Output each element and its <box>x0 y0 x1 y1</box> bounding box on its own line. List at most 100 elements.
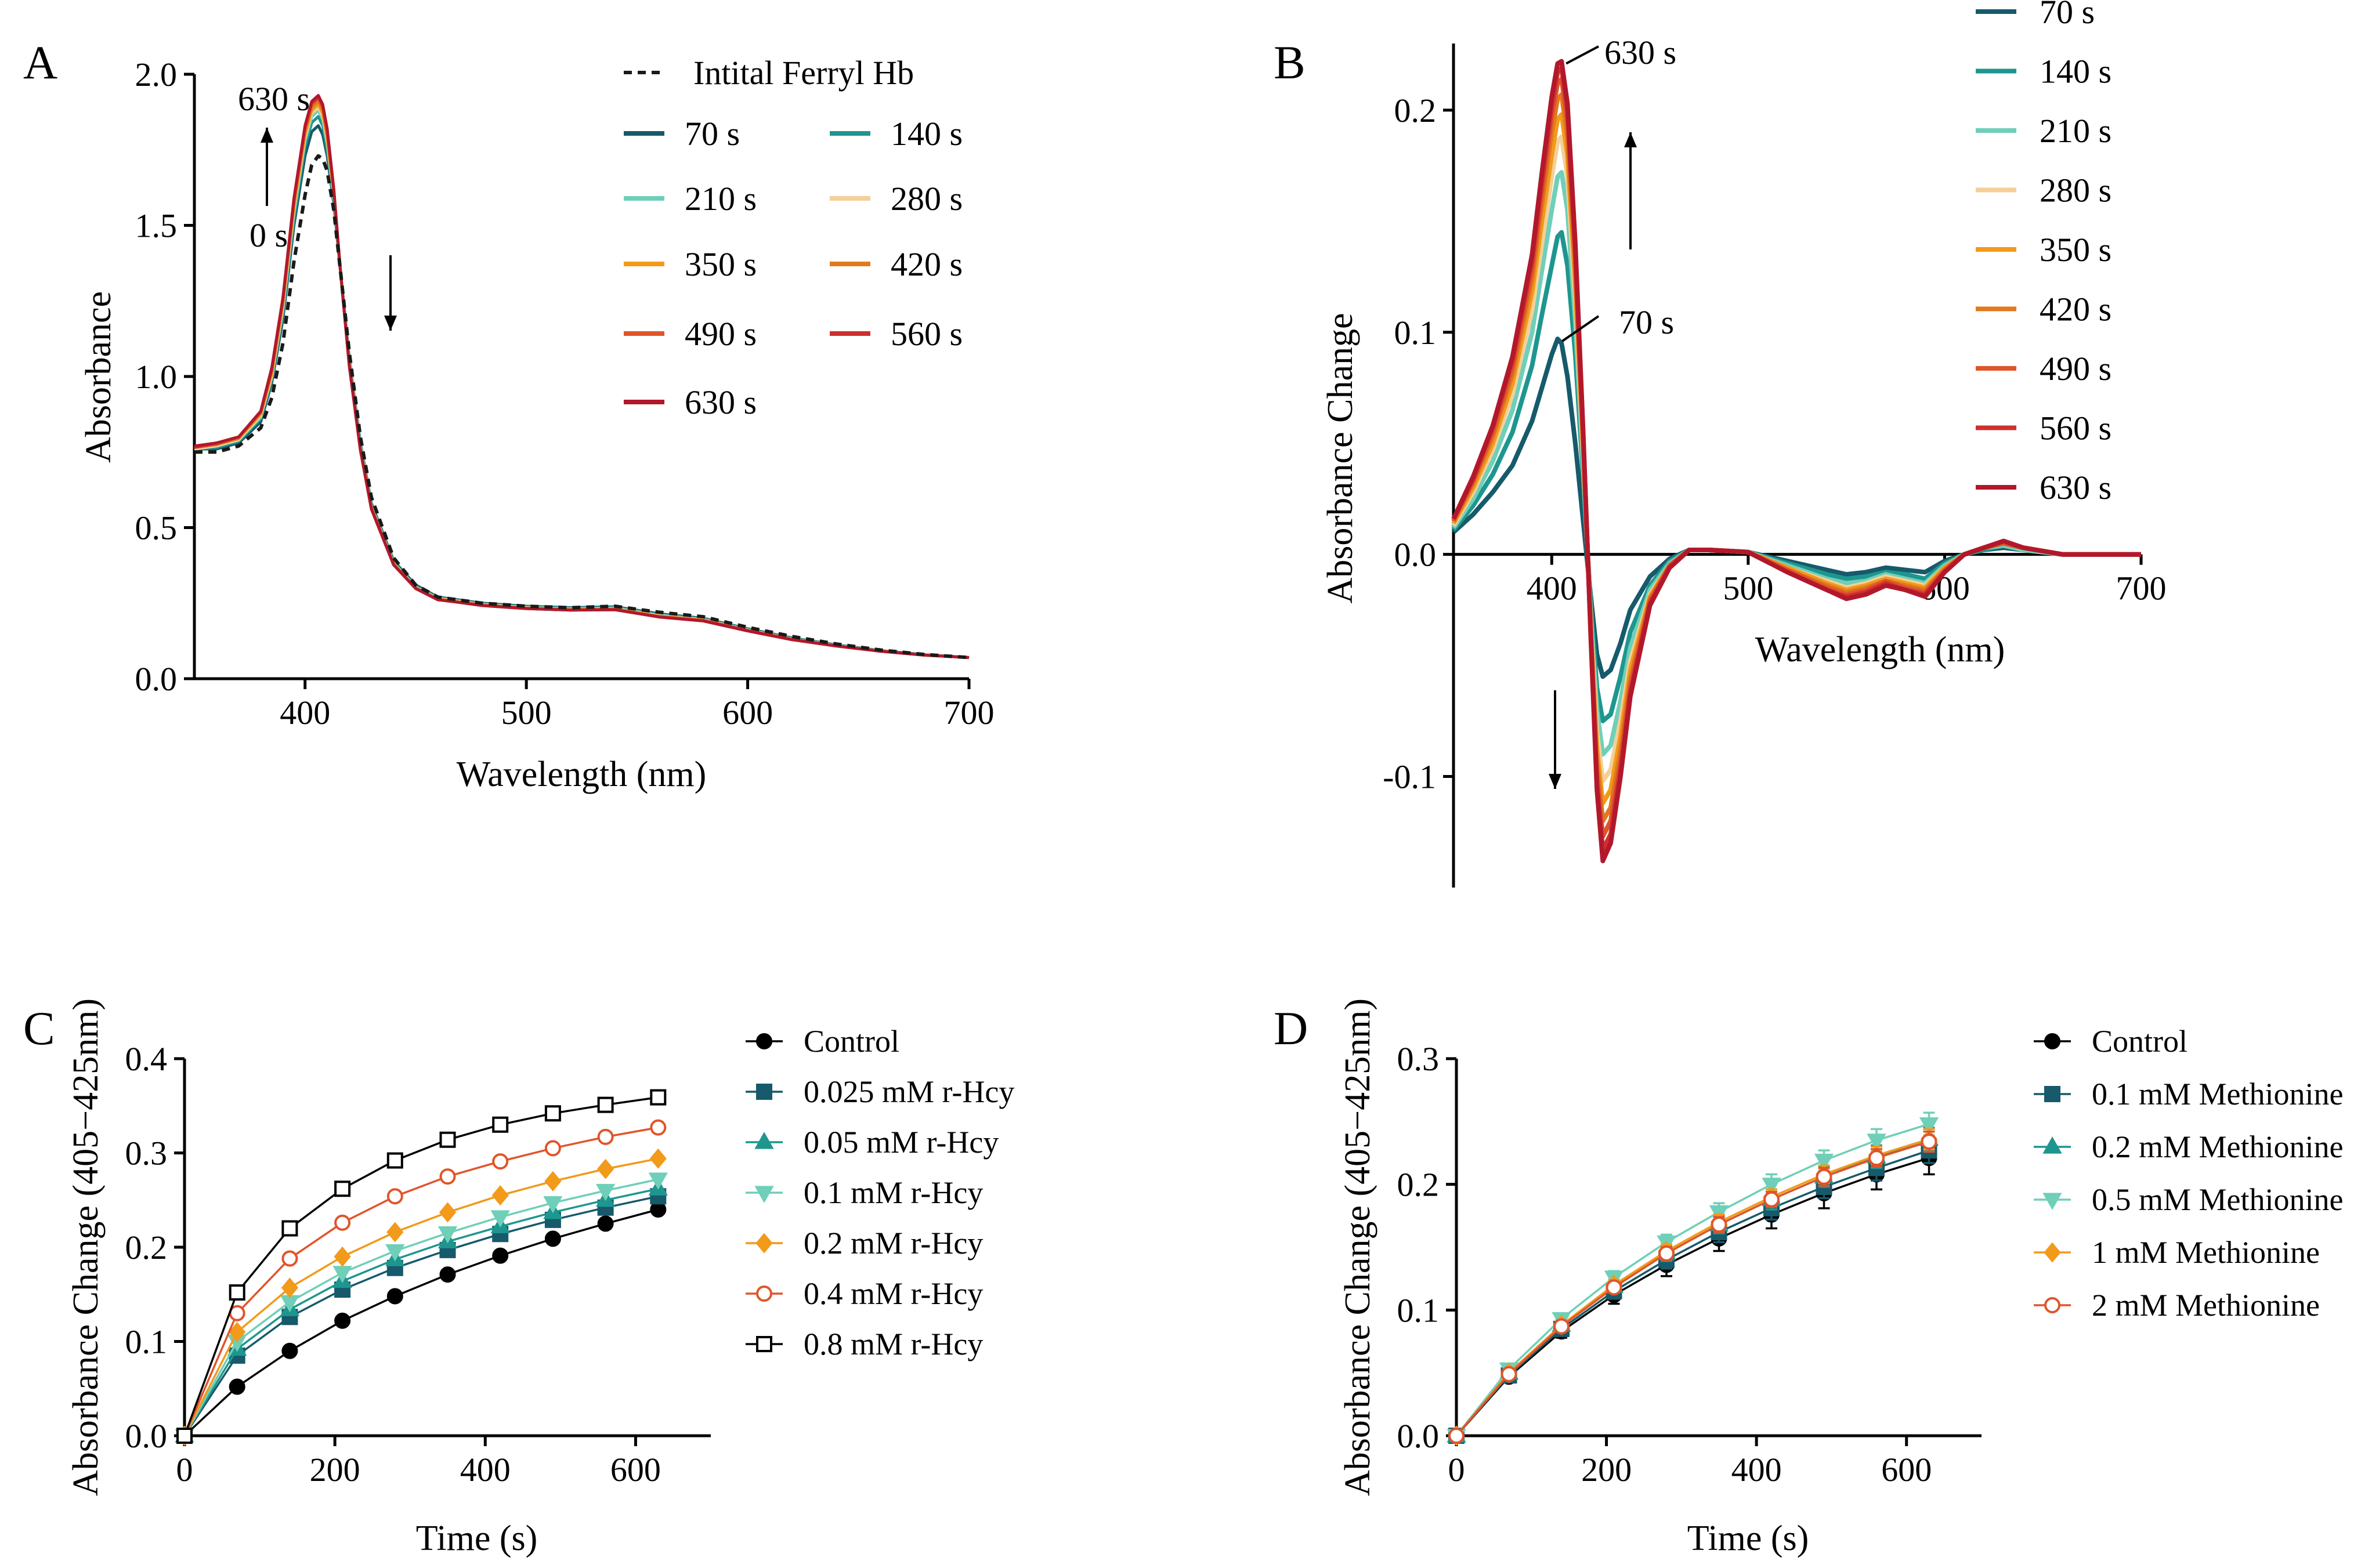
legend-label: 420 s <box>2040 291 2111 328</box>
series-line-0-1-mm-r-hcy <box>183 1178 659 1436</box>
legend-label: 70 s <box>2040 0 2095 31</box>
x-tick-label: 600 <box>610 1451 661 1489</box>
data-point <box>439 1168 456 1185</box>
x-tick-label: 400 <box>1527 570 1577 607</box>
legend-label: 630 s <box>685 383 757 421</box>
x-tick-label: 200 <box>310 1451 360 1489</box>
x-tick-label: 700 <box>2116 570 2167 607</box>
x-axis-title: Time (s) <box>416 1519 538 1558</box>
data-point <box>596 1158 614 1179</box>
y-tick-label: 0.3 <box>125 1135 168 1172</box>
legend-label: 0.05 mM r-Hcy <box>804 1125 999 1160</box>
data-point <box>439 1202 457 1223</box>
legend-marker <box>756 1285 772 1302</box>
legend-label: 0.5 mM Methionine <box>2092 1182 2343 1217</box>
data-point <box>1658 1245 1675 1262</box>
legend-marker <box>2044 1086 2060 1102</box>
data-point <box>1868 1150 1885 1167</box>
data-point <box>281 1342 298 1359</box>
data-point <box>281 1250 298 1267</box>
annotation-label: 70 s <box>1619 303 1674 341</box>
data-point <box>597 1215 614 1232</box>
legend-label: 490 s <box>2040 350 2111 388</box>
legend-label: Intital Ferryl Hb <box>693 54 914 92</box>
legend-label: Control <box>804 1024 899 1059</box>
series-line-0-05-mm-r-hcy <box>183 1187 659 1436</box>
data-point <box>1816 1168 1832 1185</box>
x-tick-label: 200 <box>1581 1451 1632 1489</box>
legend-label: 0.025 mM r-Hcy <box>804 1074 1014 1109</box>
annotation-leader <box>1561 315 1600 342</box>
legend-marker <box>756 1336 772 1352</box>
legend-label: 350 s <box>2040 231 2111 269</box>
data-point <box>334 1312 351 1329</box>
up-arrow-head <box>261 128 273 143</box>
data-point <box>386 1222 404 1243</box>
x-tick-label: 500 <box>1723 570 1773 607</box>
series-line-0-5-mm-methionine <box>1455 1123 1930 1437</box>
data-point <box>229 1321 246 1342</box>
legend-label: 210 s <box>685 180 757 218</box>
data-point <box>386 1288 403 1305</box>
legend-marker <box>2042 1136 2062 1154</box>
annotation-leader <box>1565 45 1599 65</box>
y-tick-label: 0.0 <box>1397 1417 1440 1455</box>
y-axis-title: Absorbance Change <box>1321 313 1360 604</box>
annotation-label: 630 s <box>1604 34 1676 71</box>
panel-c: 0 200 400 600 0.0 0.1 0.2 0.3 0.4 Time (s) Absorba… <box>23 998 1014 1558</box>
x-tick-label: 0 <box>1448 1451 1465 1489</box>
legend-label: 0.8 mM r-Hcy <box>804 1327 983 1361</box>
legend-marker <box>756 1084 772 1100</box>
data-point <box>1763 1191 1780 1208</box>
data-point <box>386 1188 403 1205</box>
x-axis-title: Time (s) <box>1687 1519 1809 1558</box>
legend-label: 140 s <box>891 115 963 153</box>
data-point <box>439 1266 456 1283</box>
panel-a: 400 500 600 700 0.0 0.5 1.0 1.5 2.0 Wavelength (n… <box>23 36 995 794</box>
data-point <box>1919 1117 1939 1135</box>
data-point <box>229 1378 245 1395</box>
data-point <box>176 1428 193 1444</box>
up-arrow-head <box>1624 132 1637 147</box>
legend-label: 350 s <box>685 245 757 283</box>
data-point <box>385 1244 405 1262</box>
data-point <box>438 1226 458 1244</box>
data-point <box>543 1196 563 1214</box>
legend-label: 0.4 mM r-Hcy <box>804 1276 983 1311</box>
x-tick-label: 500 <box>501 694 552 732</box>
data-point <box>1553 1318 1570 1335</box>
y-tick-label: 2.0 <box>135 56 178 93</box>
legend-label: 0.2 mM Methionine <box>2092 1129 2343 1164</box>
data-point <box>1501 1366 1517 1382</box>
legend-marker <box>756 1033 772 1049</box>
legend-label: 2 mM Methionine <box>2092 1288 2320 1323</box>
data-point <box>649 1148 667 1169</box>
legend-label: 420 s <box>891 245 963 283</box>
legend-label: 280 s <box>891 180 963 218</box>
legend-label: 0.1 mM r-Hcy <box>804 1175 983 1210</box>
data-point <box>544 1140 561 1157</box>
data-point <box>1867 1134 1886 1151</box>
y-tick-label: 0.2 <box>125 1229 168 1266</box>
data-point <box>544 1230 561 1247</box>
data-point <box>491 1185 509 1206</box>
legend-label: 490 s <box>685 315 757 353</box>
legend-label: 280 s <box>2040 172 2111 209</box>
legend-label: 560 s <box>891 315 963 353</box>
panel-letter: B <box>1274 36 1306 89</box>
data-point <box>1921 1134 1937 1150</box>
data-point <box>281 1277 299 1298</box>
data-point <box>595 1183 616 1201</box>
data-point <box>334 1214 351 1231</box>
series-line-control <box>1455 1157 1930 1437</box>
legend-label: 560 s <box>2040 410 2111 447</box>
legend-marker <box>2042 1193 2062 1210</box>
data-point <box>544 1171 562 1192</box>
legend-marker <box>754 1132 774 1149</box>
legend-label: 1 mM Methionine <box>2092 1235 2320 1270</box>
legend-marker <box>2044 1033 2060 1049</box>
panel-letter: C <box>23 1002 55 1055</box>
legend-marker <box>755 1233 773 1254</box>
